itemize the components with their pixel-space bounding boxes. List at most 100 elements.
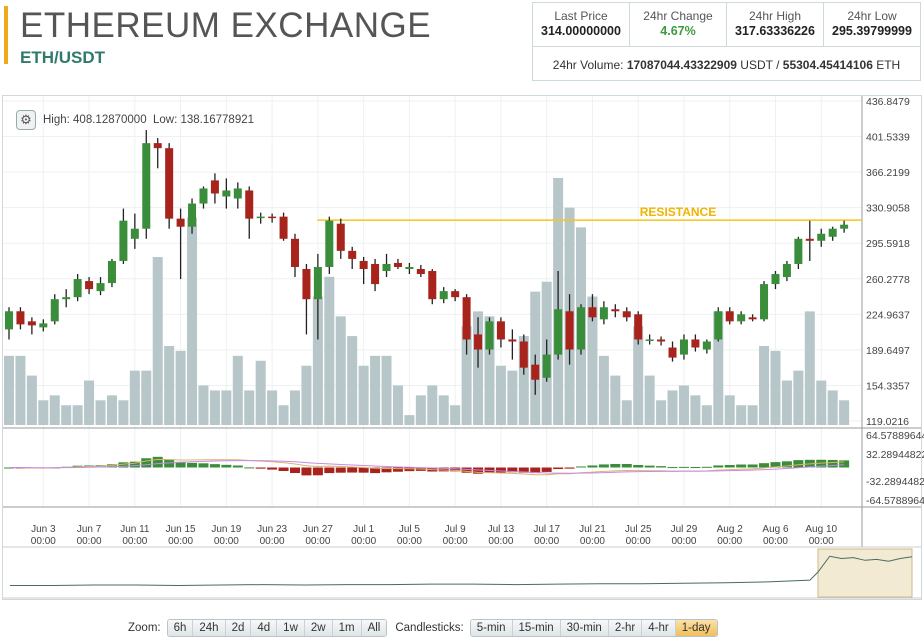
volume-bar <box>95 400 106 425</box>
stat-change: 24hr Change 4.67% <box>630 3 727 46</box>
volume-bar <box>392 385 403 425</box>
volume-bar <box>347 336 358 425</box>
volume-bar <box>827 390 838 425</box>
candle-body <box>416 268 425 275</box>
stat-label: 24hr Low <box>847 9 897 23</box>
candle-body <box>119 220 128 261</box>
macd-histogram-bar <box>473 467 484 474</box>
macd-histogram-bar <box>118 462 129 468</box>
candle-1-day-button[interactable]: 1-day <box>675 620 717 636</box>
candle-body <box>62 297 71 300</box>
macd-histogram-bar <box>324 467 335 474</box>
zoom-1m-button[interactable]: 1m <box>332 620 362 636</box>
macd-histogram-bar <box>209 464 220 468</box>
macd-histogram-bar <box>381 467 392 473</box>
macd-histogram-bar <box>678 466 689 468</box>
volume-bar <box>106 395 117 425</box>
macd-histogram-bar <box>290 467 300 474</box>
zoom-2w-button[interactable]: 2w <box>304 620 333 636</box>
stat-label: 24hr Change <box>643 9 713 23</box>
chart-info: ⚙ High: 408.12870000 Low: 138.16778921 <box>16 110 254 130</box>
macd-histogram-bar <box>232 465 243 468</box>
x-tick-date: Jun 15 <box>166 524 196 535</box>
chart-container[interactable] <box>2 95 922 600</box>
candle-body <box>393 262 402 267</box>
candle-body <box>130 228 139 239</box>
candle-4-hr-button[interactable]: 4-hr <box>642 620 676 636</box>
price-tick-label: 154.3357 <box>866 380 910 392</box>
gear-icon[interactable]: ⚙ <box>16 110 36 130</box>
zoom-2d-button[interactable]: 2d <box>225 620 252 636</box>
price-tick-label: 119.0216 <box>866 416 909 428</box>
volume-bar <box>278 405 289 425</box>
zoom-4d-button[interactable]: 4d <box>251 620 278 636</box>
candle-body <box>279 216 288 239</box>
x-tick-date: Jun 23 <box>257 524 287 535</box>
candle-body <box>336 223 345 251</box>
candle-body <box>5 311 13 330</box>
chart-high: High: 408.12870000 <box>43 114 147 126</box>
stat-high: 24hr High 317.63336226 <box>727 3 824 46</box>
candle-body <box>542 354 551 378</box>
zoom-1w-button[interactable]: 1w <box>277 620 305 636</box>
volume-bar <box>747 405 758 425</box>
macd-histogram-bar <box>404 467 415 472</box>
x-tick-time: 00:00 <box>809 536 834 547</box>
candle-body <box>371 263 380 285</box>
candle-body <box>245 190 254 219</box>
macd-histogram-bar <box>667 467 678 469</box>
candle-body <box>142 143 151 229</box>
stat-label: 24hr High <box>748 9 802 23</box>
macd-histogram-bar <box>576 466 586 468</box>
macd-histogram-bar <box>839 460 850 468</box>
volume-bar <box>701 405 712 425</box>
candle-5-min-button[interactable]: 5-min <box>470 620 513 636</box>
volume-eth: 55304.45414106 <box>782 58 873 72</box>
volume-bar <box>610 375 621 425</box>
candle-body <box>313 266 322 300</box>
candle-2-hr-button[interactable]: 2-hr <box>608 620 643 636</box>
eth-unit: ETH <box>876 58 901 72</box>
candle-body <box>702 341 711 350</box>
x-tick-time: 00:00 <box>122 536 147 547</box>
volume-bar <box>473 311 484 425</box>
macd-histogram-bar <box>175 461 186 468</box>
volume-bar <box>678 385 689 425</box>
candle-body <box>382 263 391 272</box>
volume-bar <box>129 370 140 425</box>
price-chart[interactable]: 436.8479 401.5339 366.2199 330.9058 295.5918… <box>0 0 924 610</box>
volume-bar <box>415 395 426 425</box>
usdt-unit: USDT <box>740 58 773 72</box>
macd-histogram-bar <box>221 464 232 468</box>
candle-body <box>577 307 585 350</box>
x-tick-time: 00:00 <box>31 536 56 547</box>
candle-30-min-button[interactable]: 30-min <box>560 620 609 636</box>
zoom-All-button[interactable]: All <box>361 620 387 636</box>
volume-bar <box>4 355 14 425</box>
candle-body <box>428 271 437 300</box>
candle-15-min-button[interactable]: 15-min <box>512 620 561 636</box>
zoom-24h-button[interactable]: 24h <box>193 620 226 636</box>
volume-bar <box>49 395 60 425</box>
volume-bar <box>644 375 655 425</box>
volume-bar <box>759 345 770 425</box>
volume-bar <box>358 365 369 425</box>
macd-histogram-bar <box>152 456 163 468</box>
x-tick-date: Jul 25 <box>625 524 652 535</box>
x-tick-date: Aug 2 <box>717 524 744 535</box>
candle-body <box>268 216 277 219</box>
candle-body <box>531 364 540 380</box>
candle-body <box>657 339 666 342</box>
zoom-6h-button[interactable]: 6h <box>167 620 194 636</box>
x-tick-date: Jul 13 <box>488 524 515 535</box>
candle-body <box>805 238 814 241</box>
x-tick-time: 00:00 <box>77 536 102 547</box>
volume-bar <box>221 390 232 425</box>
candle-body <box>485 321 494 350</box>
volume-bar <box>26 375 37 425</box>
candle-body <box>73 279 82 298</box>
volume-bar <box>255 360 266 425</box>
candle-body <box>508 339 517 342</box>
macd-histogram-bar <box>621 464 632 468</box>
x-tick-date: Jun 11 <box>120 524 150 535</box>
